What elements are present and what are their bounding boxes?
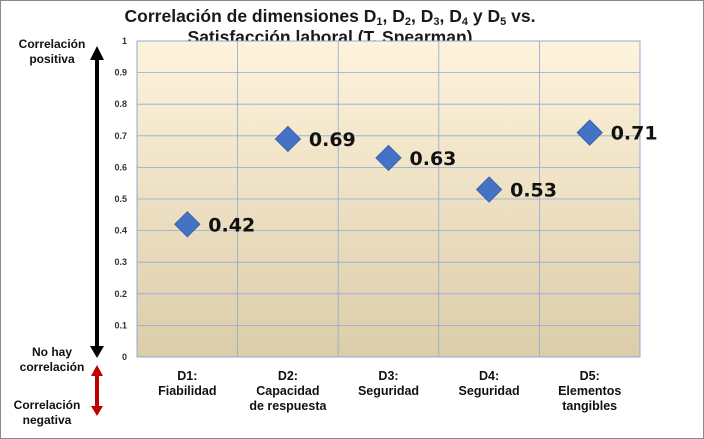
data-point-diamond: [274, 125, 302, 153]
x-tick-label: D3: Seguridad: [358, 369, 419, 398]
y-tick-label: 0.5: [114, 194, 127, 204]
x-tick-label: D2: Capacidad de respuesta: [249, 369, 327, 413]
data-point-diamond: [576, 119, 603, 146]
positive-arrow-head-top: [90, 46, 104, 60]
y-tick-label: 0.7: [114, 131, 127, 141]
y-tick-label: 0.9: [114, 68, 127, 78]
data-point-diamond: [475, 176, 503, 203]
y-tick-label: 0.4: [114, 226, 127, 236]
y-tick-label: 0.6: [114, 162, 127, 172]
x-tick-label: D1: Fiabilidad: [158, 369, 216, 398]
data-label: 0.71: [611, 123, 658, 145]
y-tick-label: 0.2: [114, 289, 127, 299]
data-label: 0.69: [309, 129, 356, 151]
y-tick-label: 0.3: [114, 257, 127, 267]
annotation-negative: Correlación negativa: [13, 398, 81, 427]
y-tick-label: 0.8: [114, 99, 127, 109]
data-label: 0.42: [208, 214, 255, 236]
x-tick-label: D4: Seguridad: [459, 369, 520, 398]
data-labels: 0.42 0.69 0.63 0.53 0.71: [208, 123, 657, 237]
negative-arrow-head-bottom: [91, 406, 103, 416]
data-point-diamond: [174, 211, 201, 238]
x-axis: D1: Fiabilidad D2: Capacidad de respuesta D3:…: [158, 369, 621, 413]
negative-arrow-head-top: [91, 365, 103, 376]
annotation-positive: Correlación positiva: [18, 37, 86, 66]
y-tick-label: 1: [122, 36, 127, 46]
annotation-no-correlation: No hay correlación: [19, 345, 85, 374]
data-label: 0.63: [410, 148, 457, 170]
data-series: [174, 119, 603, 238]
data-point-diamond: [375, 144, 402, 172]
chart-title: Correlación de dimensiones D1, D2, D3, D…: [100, 6, 560, 48]
data-label: 0.53: [510, 180, 557, 202]
y-tick-label: 0.1: [114, 320, 127, 330]
y-axis: 0 0.1 0.2 0.3 0.4 0.5 0.6 0.7 0.8 0.9 1: [114, 36, 127, 362]
y-tick-label: 0: [122, 352, 127, 362]
grid: [136, 40, 641, 358]
plot-border: [136, 40, 641, 358]
positive-arrow-head-bottom: [90, 346, 104, 358]
title-line-1: Correlación de dimensiones D1, D2, D3, D…: [124, 6, 536, 28]
x-tick-label: D5: Elementos tangibles: [558, 369, 621, 413]
